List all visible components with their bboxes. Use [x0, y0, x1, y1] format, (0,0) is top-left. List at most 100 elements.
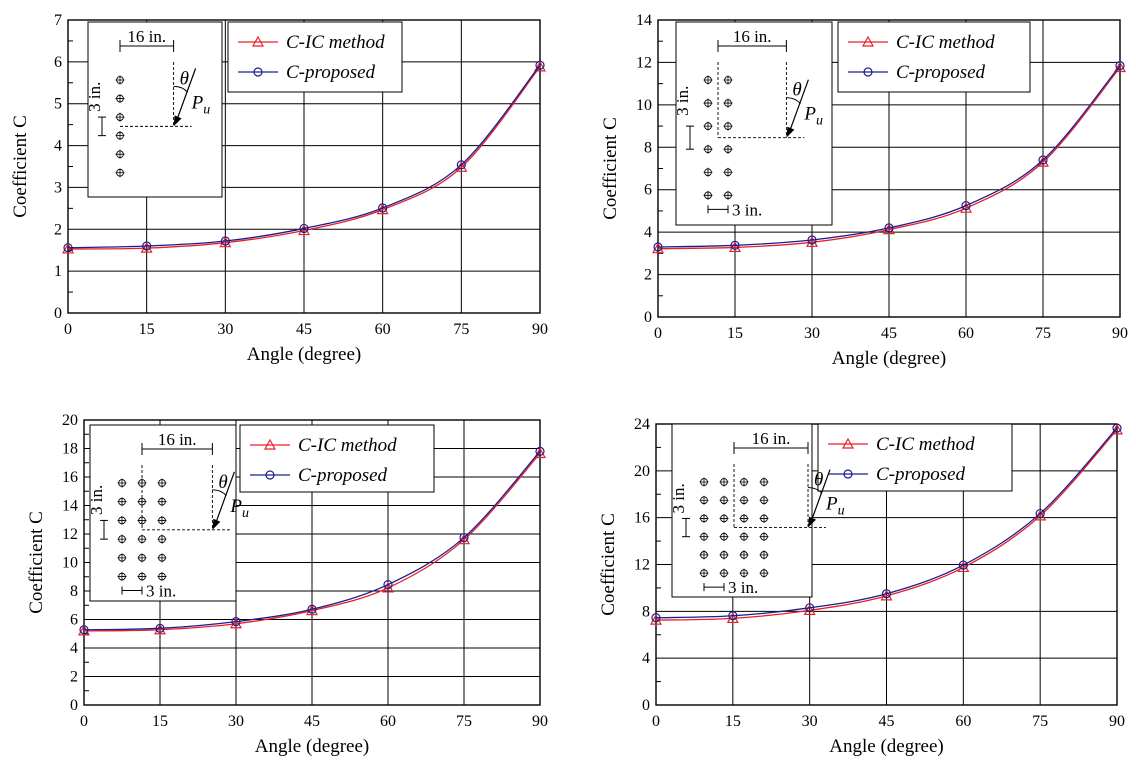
bolt-cross [703, 98, 713, 108]
legend-marker-triangle [841, 437, 855, 449]
y-axis-label: Coefficient C [26, 511, 47, 614]
bolt-cross [157, 572, 167, 582]
y-tick-label: 18 [62, 441, 78, 458]
y-tick-label: 12 [634, 557, 650, 574]
data-point-circle [728, 611, 738, 621]
bolt-cross [699, 550, 709, 560]
bolt-cross [739, 513, 749, 523]
bolt-cross [759, 477, 769, 487]
legend-box [837, 21, 1031, 93]
data-point-triangle [533, 60, 547, 72]
x-tick-label: 0 [64, 321, 72, 338]
data-point-triangle [1110, 423, 1124, 435]
data-point-circle [142, 241, 152, 251]
y-tick-label: 8 [70, 583, 78, 600]
bolt-group-inset: 16 in. 3 in. 3 in. θPu [87, 424, 249, 602]
bolt-cross [719, 495, 729, 505]
data-point-triangle [651, 242, 665, 254]
series-line-c-ic [657, 67, 1121, 250]
spacing-label: 16 in. [752, 429, 791, 448]
data-point-circle [881, 589, 892, 599]
x-tick-label: 45 [879, 713, 895, 730]
x-tick-label: 60 [958, 325, 974, 342]
bolt-cross [137, 553, 147, 563]
data-point-triangle [153, 623, 167, 635]
legend-marker-triangle [251, 35, 265, 47]
data-point-triangle [140, 241, 153, 253]
data-point-circle [1038, 155, 1048, 165]
y-tick-label: 12 [636, 54, 652, 71]
legend-marker-triangle [861, 35, 875, 47]
data-point-triangle [77, 624, 91, 636]
bolt-cross [703, 167, 713, 177]
legend-entry: C-IC method [286, 32, 385, 53]
column-label: 3 in. [728, 578, 758, 597]
data-point-circle [651, 613, 661, 623]
chart-panel-2: 0 2 4 6 8 10 12 14 0 15 30 45 60 75 90 Angle (degree) Co… [600, 12, 1128, 369]
angle-arc [807, 487, 823, 494]
y-tick-label: 6 [70, 612, 78, 629]
bolt-cross [157, 497, 167, 507]
bolt-cross [115, 168, 125, 178]
x-axis-label: Angle (degree) [829, 736, 943, 757]
x-tick-label: 90 [532, 321, 548, 338]
y-tick-label: 0 [70, 697, 78, 714]
data-point-circle [155, 623, 165, 633]
y-tick-label: 7 [54, 12, 62, 29]
series-line-c-ic [655, 429, 1118, 621]
x-tick-label: 75 [456, 713, 472, 730]
y-tick-label: 2 [54, 221, 62, 238]
bolt-cross [115, 75, 125, 85]
pitch-label: 3 in. [87, 485, 106, 515]
legend-marker-circle [265, 470, 275, 480]
legend-marker-circle [863, 67, 873, 77]
y-tick-label: 6 [54, 54, 62, 71]
legend-entry: C-IC method [298, 435, 397, 456]
bolt-cross [723, 144, 733, 154]
series-line-c-proposed [67, 64, 541, 249]
y-tick-label: 2 [70, 669, 78, 686]
bolt-cross [739, 495, 749, 505]
bolt-cross [117, 572, 127, 582]
angle-symbol: θ [180, 68, 189, 89]
bolt-cross [723, 190, 733, 200]
bolt-cross [115, 131, 125, 141]
spacing-label: 16 in. [158, 430, 197, 449]
bolt-cross [117, 515, 127, 525]
data-point-triangle [649, 613, 663, 625]
x-tick-label: 90 [532, 713, 548, 730]
load-symbol: P [191, 92, 204, 113]
bolt-group-inset: 16 in. 3 in. θPu [85, 21, 223, 198]
bolt-cross [759, 568, 769, 578]
y-tick-label: 4 [644, 224, 652, 241]
spacing-label: 16 in. [733, 27, 772, 46]
x-tick-label: 45 [881, 325, 897, 342]
load-subscript: u [203, 102, 210, 117]
load-subscript: u [242, 506, 249, 521]
data-point-circle [1112, 423, 1122, 433]
data-point-triangle [880, 589, 893, 601]
y-tick-label: 0 [642, 697, 650, 714]
y-tick-label: 14 [62, 498, 78, 515]
load-arrow [787, 79, 809, 135]
plot-frame [67, 19, 541, 314]
load-arrow [213, 471, 235, 527]
legend-entry: C-proposed [896, 62, 986, 83]
bolt-cross [723, 121, 733, 131]
x-tick-label: 15 [139, 321, 155, 338]
data-point-triangle [728, 241, 742, 253]
bolt-group-inset: 16 in. 3 in. 3 in. θPu [673, 21, 833, 226]
inset-frame [87, 21, 223, 198]
data-point-circle [958, 560, 968, 570]
angle-symbol: θ [792, 80, 801, 101]
x-tick-label: 0 [654, 325, 662, 342]
y-tick-label: 3 [54, 179, 62, 196]
bolt-cross [137, 534, 147, 544]
x-tick-label: 90 [1112, 325, 1128, 342]
x-tick-label: 15 [727, 325, 743, 342]
x-tick-label: 0 [652, 713, 660, 730]
data-point-circle [805, 603, 815, 613]
x-tick-label: 30 [802, 713, 818, 730]
plot-frame [657, 19, 1121, 318]
load-arrow [809, 469, 831, 525]
